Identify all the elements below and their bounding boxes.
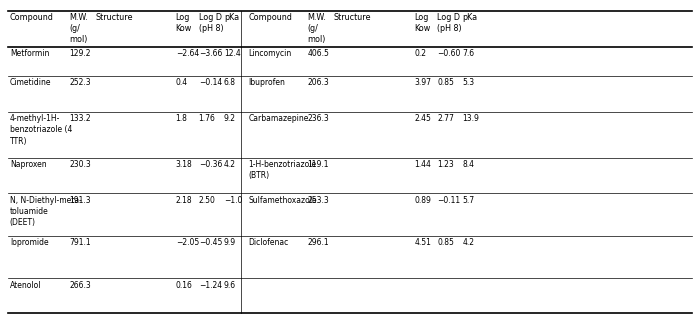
Text: 13.9: 13.9 [462, 114, 479, 123]
Text: −0.60: −0.60 [438, 49, 461, 58]
Text: −0.11: −0.11 [438, 196, 461, 205]
Text: −1.24: −1.24 [199, 281, 222, 290]
Text: 4.51: 4.51 [414, 238, 431, 247]
Text: Ibuprofen: Ibuprofen [248, 78, 285, 87]
Text: 2.45: 2.45 [414, 114, 431, 123]
Text: 253.3: 253.3 [307, 196, 329, 205]
Text: N, N-Diethyl-meta-
toluamide
(DEET): N, N-Diethyl-meta- toluamide (DEET) [10, 196, 82, 227]
Text: −1.0: −1.0 [224, 196, 242, 205]
Text: Log
Kow: Log Kow [176, 13, 192, 33]
Text: 296.1: 296.1 [307, 238, 329, 247]
Text: Cimetidine: Cimetidine [10, 78, 51, 87]
Text: 8.4: 8.4 [462, 160, 475, 169]
Text: 191.3: 191.3 [69, 196, 90, 205]
Text: 4.2: 4.2 [224, 160, 236, 169]
Text: 12.4: 12.4 [224, 49, 241, 58]
Text: Compound: Compound [10, 13, 54, 22]
Text: 2.77: 2.77 [438, 114, 454, 123]
Text: Naproxen: Naproxen [10, 160, 46, 169]
Text: 252.3: 252.3 [69, 78, 90, 87]
Text: 1.76: 1.76 [199, 114, 216, 123]
Text: 1.23: 1.23 [438, 160, 454, 169]
Text: 230.3: 230.3 [69, 160, 91, 169]
Text: 266.3: 266.3 [69, 281, 91, 290]
Text: 4-methyl-1H-
benzotriazole (4
TTR): 4-methyl-1H- benzotriazole (4 TTR) [10, 114, 72, 145]
Text: 1-H-benzotriazole
(BTR): 1-H-benzotriazole (BTR) [248, 160, 316, 180]
Text: 9.2: 9.2 [224, 114, 236, 123]
Text: Atenolol: Atenolol [10, 281, 41, 290]
Text: 133.2: 133.2 [69, 114, 90, 123]
Text: 236.3: 236.3 [307, 114, 329, 123]
Text: 0.16: 0.16 [176, 281, 192, 290]
Text: 0.2: 0.2 [414, 49, 426, 58]
Text: Compound: Compound [248, 13, 292, 22]
Text: Carbamazepine: Carbamazepine [248, 114, 309, 123]
Text: pKa: pKa [224, 13, 239, 22]
Text: 5.7: 5.7 [462, 196, 475, 205]
Text: M.W.
(g/
mol): M.W. (g/ mol) [69, 13, 88, 44]
Text: −3.66: −3.66 [199, 49, 222, 58]
Text: Log D
(pH 8): Log D (pH 8) [438, 13, 462, 33]
Text: 3.97: 3.97 [414, 78, 431, 87]
Text: 0.85: 0.85 [438, 238, 454, 247]
Text: 0.4: 0.4 [176, 78, 188, 87]
Text: Structure: Structure [334, 13, 372, 22]
Text: 1.44: 1.44 [414, 160, 431, 169]
Text: Iopromide: Iopromide [10, 238, 48, 247]
Text: 2.50: 2.50 [199, 196, 216, 205]
Text: 206.3: 206.3 [307, 78, 329, 87]
Text: 4.2: 4.2 [462, 238, 475, 247]
Text: Structure: Structure [95, 13, 133, 22]
Text: 0.85: 0.85 [438, 78, 454, 87]
Text: pKa: pKa [462, 13, 477, 22]
Text: Metformin: Metformin [10, 49, 49, 58]
Text: 9.6: 9.6 [224, 281, 236, 290]
Text: 7.6: 7.6 [462, 49, 475, 58]
Text: 0.89: 0.89 [414, 196, 431, 205]
Text: −0.36: −0.36 [199, 160, 222, 169]
Text: Lincomycin: Lincomycin [248, 49, 291, 58]
Text: Log D
(pH 8): Log D (pH 8) [199, 13, 223, 33]
Text: Sulfamethoxazole: Sulfamethoxazole [248, 196, 317, 205]
Text: 9.9: 9.9 [224, 238, 236, 247]
Text: −0.14: −0.14 [199, 78, 222, 87]
Text: 1.8: 1.8 [176, 114, 188, 123]
Text: 791.1: 791.1 [69, 238, 90, 247]
Text: 406.5: 406.5 [307, 49, 329, 58]
Text: Diclofenac: Diclofenac [248, 238, 288, 247]
Text: 2.18: 2.18 [176, 196, 192, 205]
Text: 129.2: 129.2 [69, 49, 90, 58]
Text: 5.3: 5.3 [462, 78, 475, 87]
Text: M.W.
(g/
mol): M.W. (g/ mol) [307, 13, 326, 44]
Text: −2.64: −2.64 [176, 49, 199, 58]
Text: 3.18: 3.18 [176, 160, 192, 169]
Text: −0.45: −0.45 [199, 238, 222, 247]
Text: 119.1: 119.1 [307, 160, 329, 169]
Text: −2.05: −2.05 [176, 238, 199, 247]
Text: Log
Kow: Log Kow [414, 13, 430, 33]
Text: 6.8: 6.8 [224, 78, 236, 87]
